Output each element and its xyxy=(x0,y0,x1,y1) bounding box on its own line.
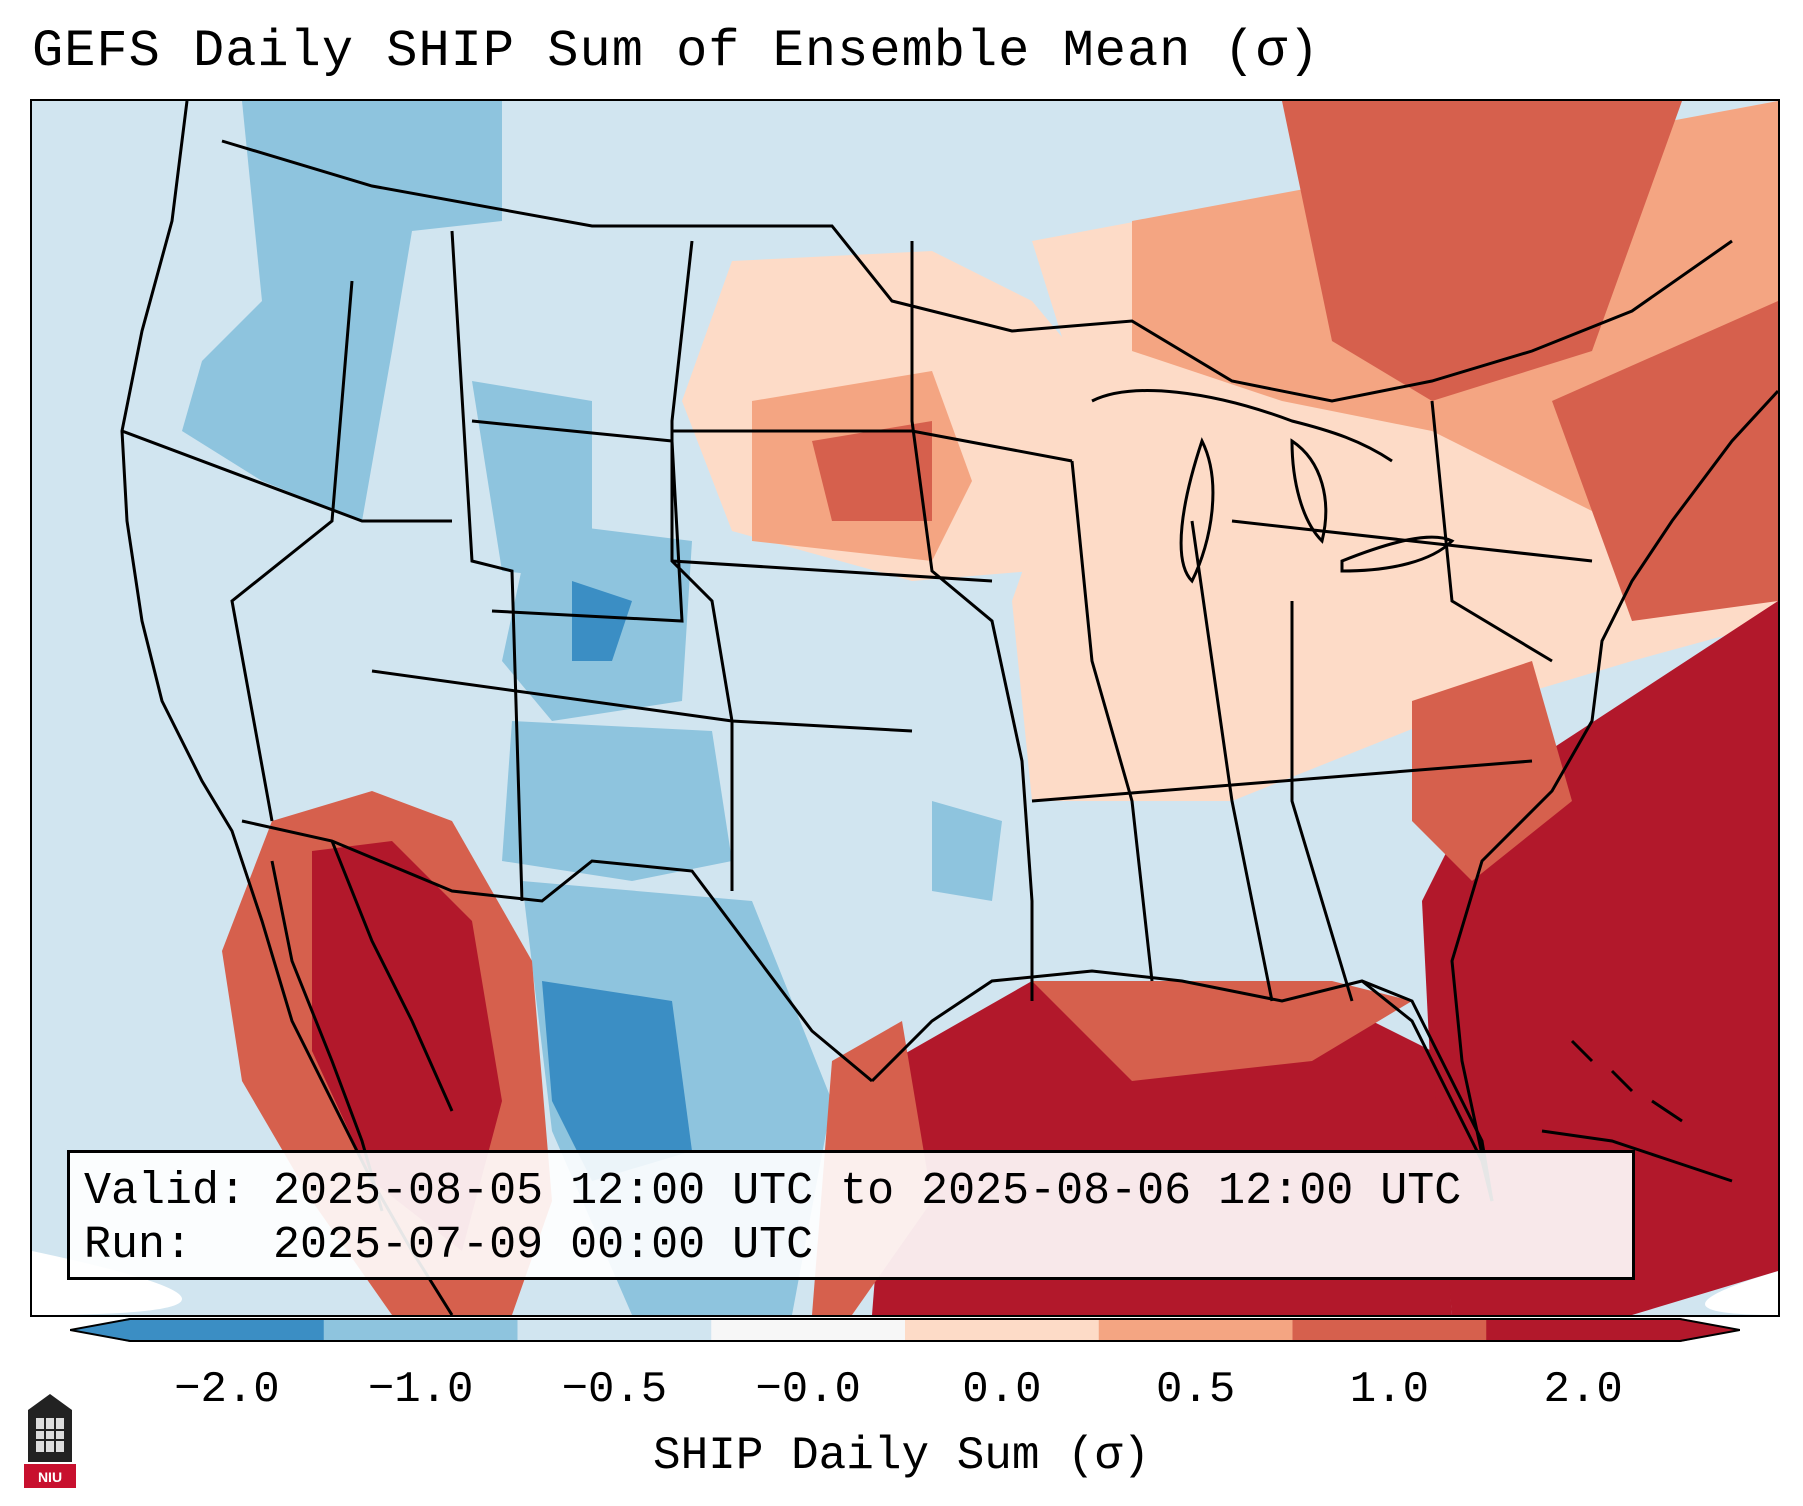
cuba-coast xyxy=(1541,1129,1733,1183)
anomaly-pacific-northwest xyxy=(182,101,502,521)
colorbar xyxy=(70,1318,1740,1342)
state-line-dakotas xyxy=(672,429,1073,463)
anomaly-colorado-strong xyxy=(572,581,632,661)
anomaly-gulf-coast xyxy=(1032,981,1412,1081)
logo-banner xyxy=(24,1464,76,1488)
colorbar-segment xyxy=(1486,1318,1681,1342)
niu-logo: NIU xyxy=(24,1394,76,1488)
colorbar-segment xyxy=(711,1318,906,1342)
colorbar-outline xyxy=(70,1318,1740,1342)
lake-michigan xyxy=(1179,437,1215,584)
anomaly-oklahoma xyxy=(932,801,1002,901)
colorbar-segment xyxy=(1098,1318,1293,1342)
colorbar-extend-high xyxy=(1680,1318,1740,1342)
lake-superior-shore xyxy=(1091,389,1393,463)
colorbar-tick-label: 0.0 xyxy=(962,1365,1042,1415)
state-line-ny-va xyxy=(1430,400,1553,663)
colorbar-segments xyxy=(70,1318,1740,1342)
state-line-oh-pa xyxy=(1231,519,1593,563)
colorbar-tick-label: 0.5 xyxy=(1156,1365,1236,1415)
colorbar-segment xyxy=(905,1318,1100,1342)
valid-time-text: Valid: 2025-08-05 12:00 UTC to 2025-08-0… xyxy=(84,1166,1462,1217)
colorbar-tick-label: 1.0 xyxy=(1349,1365,1429,1415)
info-box: Valid: 2025-08-05 12:00 UTC to 2025-08-0… xyxy=(67,1150,1635,1280)
colorbar-tick-label: −1.0 xyxy=(367,1365,474,1415)
bahamas xyxy=(1570,1039,1683,1123)
state-line-or-ca xyxy=(121,429,452,523)
gulf-of-california xyxy=(330,840,454,1112)
colorbar-segment xyxy=(1292,1318,1487,1342)
lake-erie xyxy=(1340,535,1455,573)
state-line-plains-e xyxy=(910,241,1034,1001)
gulf-coastline xyxy=(870,969,1494,1202)
projection-edge-right xyxy=(1705,1271,1778,1315)
anomaly-fields xyxy=(182,101,1778,1315)
anomaly-quebec xyxy=(1282,101,1682,401)
southern-border xyxy=(241,819,873,1083)
colorbar-segment xyxy=(323,1318,518,1342)
map-panel xyxy=(30,99,1780,1317)
state-line-ut xyxy=(450,230,524,902)
map-canvas xyxy=(32,101,1778,1315)
map-title: GEFS Daily SHIP Sum of Ensemble Mean (σ) xyxy=(32,22,1321,81)
colorbar-tick-label: −2.0 xyxy=(174,1365,280,1415)
colorbar-tick-label: −0.0 xyxy=(755,1365,861,1415)
state-line-wy-co xyxy=(471,419,684,623)
anomaly-new-england xyxy=(1552,301,1778,621)
colorbar-segment xyxy=(130,1318,325,1342)
colorbar-segment xyxy=(517,1318,712,1342)
state-line-ga xyxy=(1290,601,1354,1002)
northern-border xyxy=(221,139,1733,403)
colorbar-tick-label: 2.0 xyxy=(1543,1365,1623,1415)
anomaly-mexico-strong xyxy=(542,981,692,1181)
atlantic-coastline xyxy=(1450,389,1778,1202)
state-line-plains-w xyxy=(670,240,734,891)
run-time-text: Run: 2025-07-09 00:00 UTC xyxy=(84,1220,814,1271)
anomaly-carolinas xyxy=(1412,661,1572,881)
state-line-mississippi xyxy=(1070,460,1154,982)
anomaly-new-mexico xyxy=(502,721,732,881)
state-line-ne-ks xyxy=(671,559,993,583)
logo-text: NIU xyxy=(38,1469,62,1485)
state-line-tn xyxy=(1031,759,1533,803)
state-line-al xyxy=(1190,520,1274,1002)
anomaly-baja xyxy=(312,841,502,1251)
colorbar-extend-low xyxy=(70,1318,130,1342)
colorbar-label: SHIP Daily Sum (σ) xyxy=(653,1430,1150,1482)
lake-huron xyxy=(1290,438,1328,544)
boundaries xyxy=(120,101,1778,1315)
colorbar-tick-label: −0.5 xyxy=(561,1365,668,1415)
state-line-nv xyxy=(230,280,354,822)
anomaly-dakotas-strong xyxy=(812,421,932,521)
